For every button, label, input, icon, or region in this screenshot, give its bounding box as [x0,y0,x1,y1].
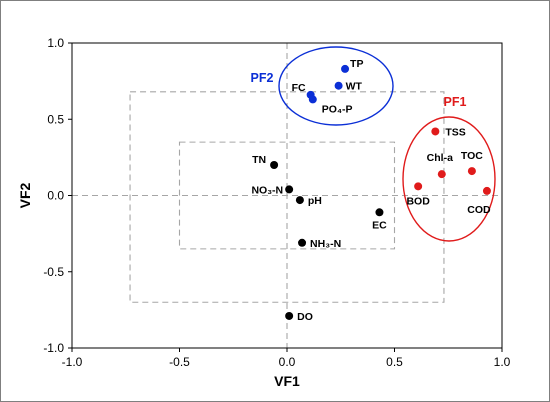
point-label-no-n: NO₃-N [251,184,283,196]
point-do [285,311,294,320]
x-tick-label: 0.0 [279,355,296,369]
point-label-do: DO [297,311,313,323]
point-label-ec: EC [372,219,387,231]
point-nh-n [298,238,307,247]
point-label-fc: FC [292,82,306,94]
point-no-n [285,185,294,194]
point-tp [341,64,350,73]
point-label-tp: TP [350,58,363,70]
x-axis-title: VF1 [274,373,300,389]
point-ec [375,208,384,217]
point-label-wt: WT [346,81,363,93]
reference-boxes [129,91,445,303]
zero-lines [72,43,502,348]
group-ellipse-pf1 [402,116,496,242]
x-tick-label: -0.5 [169,355,190,369]
point-label-bod: BOD [406,195,430,207]
point-tss [431,127,440,136]
reference-box-2 [129,91,445,303]
point-ph [295,196,304,205]
x-tick-label: 0.5 [386,355,403,369]
point-label-ph: pH [308,195,322,207]
point-cod [482,186,491,195]
group-labels: PF2 PF1 [251,71,467,109]
x-tick-labels: -1.0 -0.5 0.0 0.5 1.0 [62,355,511,369]
point-label-tss: TSS [445,126,465,138]
y-tick-label: -0.5 [43,265,64,279]
tick-marks [68,42,503,352]
y-tick-label: -1.0 [43,341,64,355]
point-label-toc: TOC [461,150,483,162]
y-tick-label: 0.0 [47,189,64,203]
x-tick-label: -1.0 [62,355,83,369]
group-ellipse-pf2 [278,46,394,126]
point-label-po-p: PO₄-P [322,103,353,115]
point-chl-a [437,170,446,179]
point-label-tn: TN [252,154,266,166]
y-tick-label: 1.0 [47,36,64,50]
point-labels: TP WT FC PO₄-P TSS TOC Chl-a BOD COD TN NO₃-N pH EC N… [251,58,491,323]
point-label-nh-n: NH₃-N [310,238,341,250]
y-tick-labels: 1.0 0.5 0.0 -0.5 -1.0 [43,36,64,355]
y-axis-title: VF2 [17,182,33,208]
y-tick-label: 0.5 [47,112,64,126]
group-label-pf1: PF1 [444,95,467,109]
data-points [270,64,491,320]
point-label-chl-a: Chl-a [427,152,453,164]
group-label-pf2: PF2 [251,71,274,85]
point-toc [467,167,476,176]
point-po-p [308,95,317,104]
point-bod [414,182,423,191]
group-ellipses [278,46,496,242]
point-wt [334,81,343,90]
point-label-cod: COD [467,204,491,216]
reference-box-1 [178,141,396,250]
x-tick-label: 1.0 [494,355,511,369]
point-tn [270,161,279,169]
